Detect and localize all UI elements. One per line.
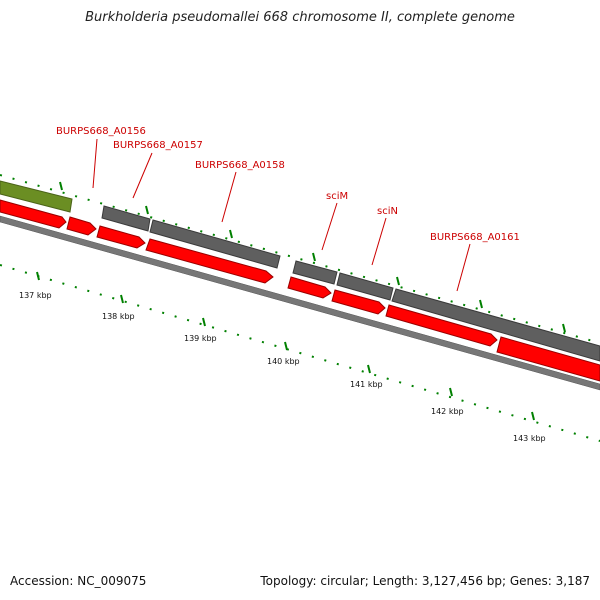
leader-scim (321, 202, 338, 251)
scale-tick-139 (202, 317, 206, 327)
gene-scim (292, 260, 338, 285)
upper-major-ticks (59, 181, 566, 333)
upper-tick (312, 252, 316, 262)
gene-scin (336, 272, 394, 301)
scale-label-138: 138 kbp (102, 312, 135, 321)
accession-text: Accession: NC_009075 (10, 574, 147, 588)
gene-label-a0157: BURPS668_A0157 (113, 140, 203, 151)
cds-a0160 (385, 304, 498, 347)
scale-tick-142 (449, 387, 453, 397)
scale-label-137: 137 kbp (19, 291, 52, 300)
cds-a0161 (496, 336, 600, 382)
upper-tick (479, 299, 483, 309)
upper-tick (59, 181, 63, 191)
leader-a0158 (221, 171, 237, 223)
cds-a0158 (145, 238, 274, 284)
scale-label-140: 140 kbp (267, 357, 300, 366)
scale-label-143: 143 kbp (513, 434, 546, 443)
cds-track-red (0, 199, 600, 382)
scale-tick-137 (36, 271, 40, 281)
gene-label-a0158: BURPS668_A0158 (195, 160, 285, 171)
scale-tick-143 (531, 411, 535, 421)
scale-label-142: 142 kbp (431, 407, 464, 416)
map-title: Burkholderia pseudomallei 668 chromosome… (85, 10, 515, 25)
scale-tick-141 (367, 364, 371, 374)
gene-a0158 (149, 219, 281, 269)
cds-a0157 (96, 225, 146, 249)
upper-tick (562, 323, 566, 333)
gene-label-scin: sciN (377, 206, 398, 217)
gene-label-scim: sciM (326, 191, 348, 202)
scale-label-141: 141 kbp (350, 380, 383, 389)
gene-a0161 (391, 288, 600, 362)
label-leaders (92, 138, 471, 292)
leader-a0156 (92, 138, 98, 189)
leader-scin (371, 217, 387, 266)
olive-feature (0, 180, 73, 213)
gene-label-a0161: BURPS668_A0161 (430, 232, 520, 243)
gene-track-grey (101, 205, 600, 362)
upper-tick-row (0, 174, 600, 344)
upper-tick (396, 276, 400, 286)
leader-a0157 (132, 152, 153, 199)
gene-label-a0156: BURPS668_A0156 (56, 126, 146, 137)
cds-scin (331, 289, 386, 315)
leader-a0161 (456, 243, 471, 292)
scale-tick-138 (120, 294, 124, 304)
genome-summary: Topology: circular; Length: 3,127,456 bp… (260, 574, 590, 588)
scale-label-139: 139 kbp (184, 334, 217, 343)
lower-tick-row (0, 264, 600, 442)
upper-tick (145, 205, 149, 215)
gene-a0157 (101, 205, 151, 232)
scale-major-ticks (36, 271, 535, 421)
cds-scim (287, 276, 332, 299)
scale-tick-140 (284, 341, 288, 351)
genome-backbone (0, 215, 600, 391)
cds (0, 199, 67, 229)
upper-tick (229, 229, 233, 239)
cds-a0156 (66, 216, 97, 236)
